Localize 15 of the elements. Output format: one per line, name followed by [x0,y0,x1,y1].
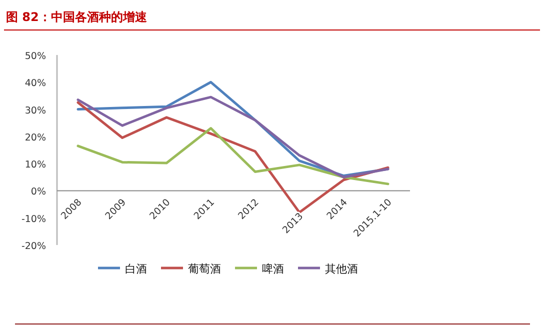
y-tick-label: 20% [24,132,46,144]
y-tick-label: 10% [24,160,46,171]
y-tick-label: 0% [30,186,46,198]
legend-label: 葡萄酒 [188,262,221,276]
line-series [76,96,390,178]
legend-label: 啤酒 [262,262,284,276]
y-tick-label: 30% [24,105,46,116]
chart-title: 图 82：中国各酒种的增速 [6,10,148,24]
line-series [76,127,390,186]
y-tick-label: -20% [21,241,46,252]
legend-label: 白酒 [125,262,147,276]
y-tick-label: 40% [24,78,46,90]
y-tick-label: 50% [24,51,46,62]
legend-label: 其他酒 [325,262,358,276]
y-tick-label: -10% [21,214,46,225]
